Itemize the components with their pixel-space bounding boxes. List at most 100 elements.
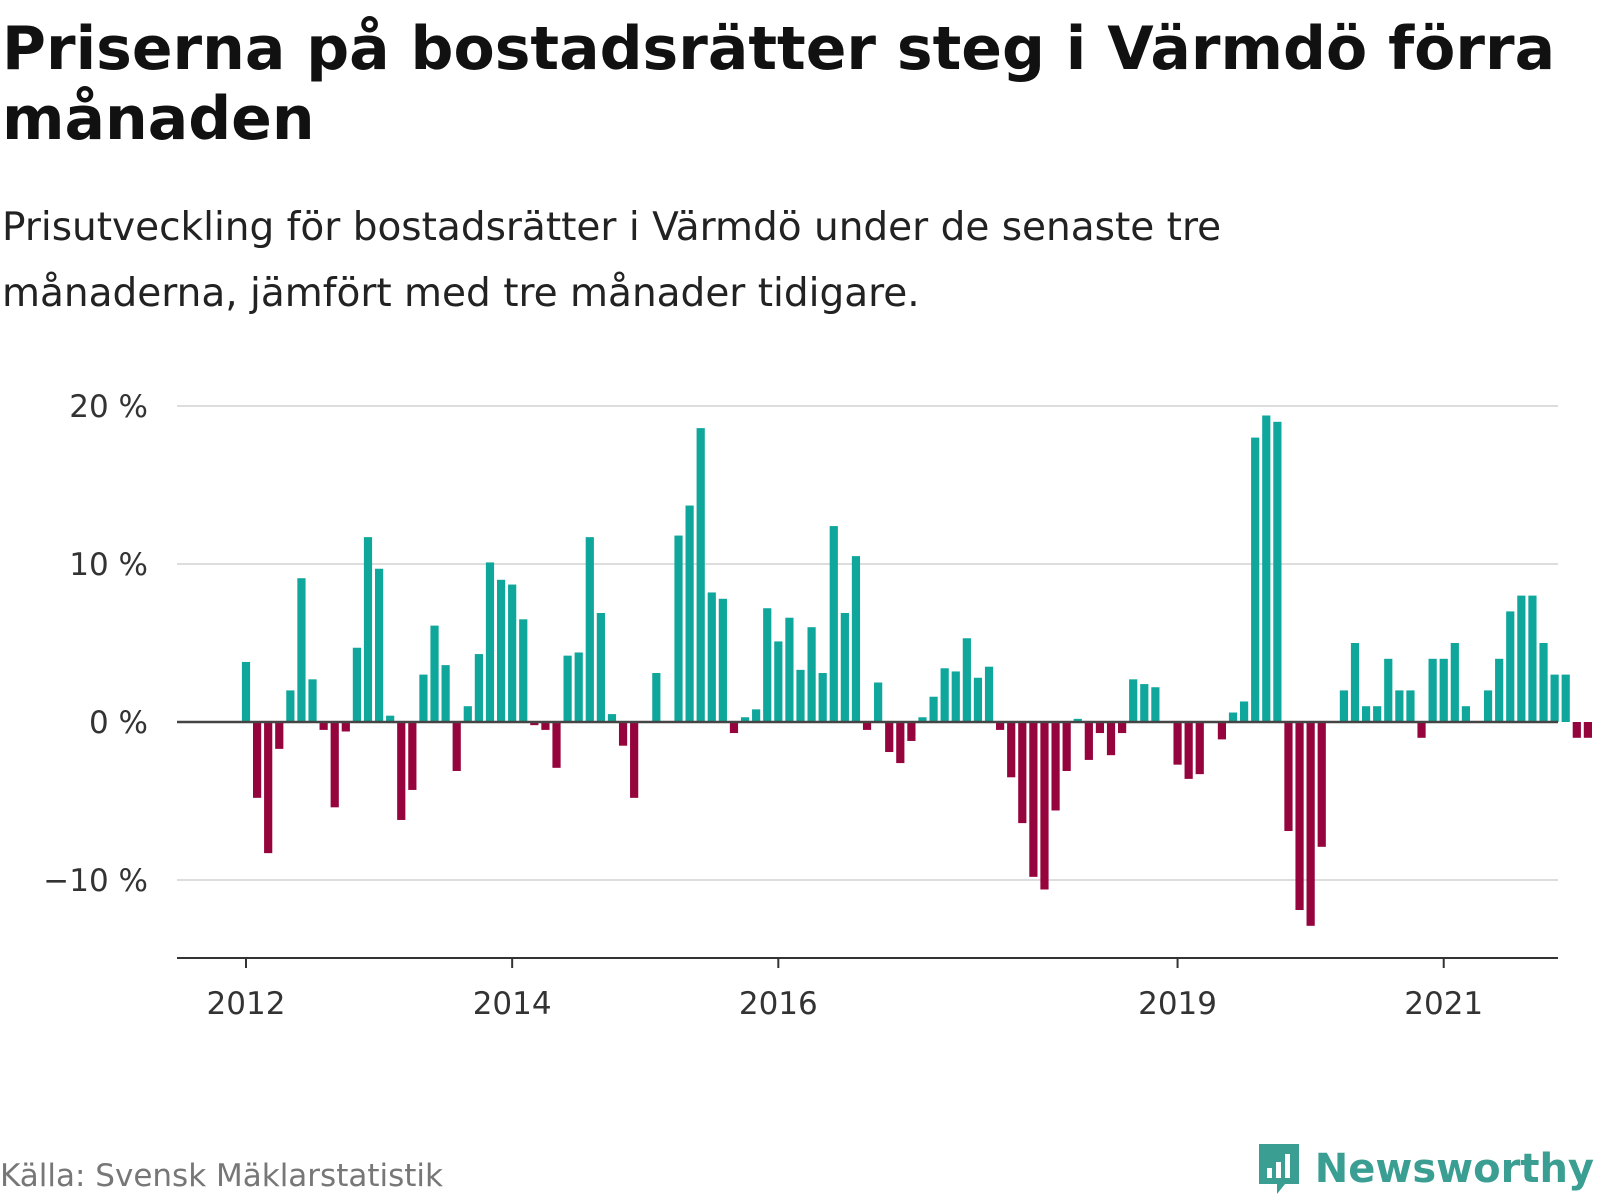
bar <box>729 722 739 734</box>
bar <box>1284 722 1293 832</box>
bar <box>1007 722 1016 778</box>
bar <box>430 625 439 722</box>
bar <box>1495 658 1504 722</box>
bar <box>1461 706 1470 722</box>
bar <box>807 627 816 722</box>
bar <box>1251 437 1260 722</box>
bar <box>241 661 251 722</box>
bar <box>508 584 517 722</box>
bar <box>818 673 827 722</box>
x-tick-label: 2012 <box>207 986 286 1022</box>
bar <box>1129 679 1138 722</box>
bars <box>241 415 1592 926</box>
bar <box>929 696 938 722</box>
bar <box>685 505 694 722</box>
bar <box>874 682 883 722</box>
bar <box>630 722 639 798</box>
bar <box>1240 701 1249 722</box>
source-note: Källa: Svensk Mäklarstatistik <box>0 1158 443 1194</box>
bar <box>1062 722 1071 771</box>
bar <box>1306 722 1315 926</box>
bar <box>563 655 572 722</box>
bar <box>1539 643 1548 722</box>
bar <box>851 556 861 722</box>
bar <box>1439 658 1448 722</box>
bar <box>607 714 617 722</box>
bar <box>1184 722 1193 779</box>
bar <box>774 641 783 722</box>
bar <box>1040 722 1049 890</box>
bar <box>474 654 483 722</box>
y-tick-label: −10 % <box>43 863 148 899</box>
bar <box>1550 674 1559 722</box>
bar <box>1572 722 1581 738</box>
bar <box>1483 690 1493 722</box>
bar <box>796 669 805 722</box>
x-axis-ticks: 201220142016201920212023 <box>207 958 1483 1022</box>
bar <box>596 612 605 722</box>
bar <box>1361 706 1371 722</box>
newsworthy-logo-icon <box>1258 1144 1299 1194</box>
bar <box>1373 706 1382 722</box>
bar <box>1151 687 1160 722</box>
bar <box>452 722 461 771</box>
bar <box>585 537 594 722</box>
bar <box>962 638 971 722</box>
bar <box>408 722 417 790</box>
bar <box>552 722 561 768</box>
bar <box>907 722 916 741</box>
bar <box>1506 611 1515 722</box>
chart-title: Priserna på bostadsrätter steg i Värmdö … <box>2 14 1556 154</box>
bar <box>1295 722 1304 911</box>
bar <box>1073 718 1082 722</box>
bar <box>829 526 838 722</box>
bar <box>1517 595 1526 722</box>
bar <box>752 709 761 722</box>
bar <box>1228 712 1238 722</box>
x-tick-label: 2016 <box>739 986 818 1022</box>
bar <box>386 715 395 722</box>
bar <box>618 722 628 746</box>
bar <box>363 537 373 722</box>
bar <box>1339 690 1349 722</box>
bar <box>275 722 284 749</box>
bar <box>374 568 384 722</box>
bar <box>1118 722 1127 734</box>
bar <box>286 690 295 722</box>
bar <box>1528 595 1537 722</box>
bar <box>785 617 794 722</box>
brand-name: Newsworthy <box>1314 1146 1594 1192</box>
bar <box>707 592 716 722</box>
bar <box>940 668 949 722</box>
bar <box>1051 722 1060 811</box>
bar <box>463 706 472 722</box>
bar <box>541 722 550 730</box>
bar <box>740 717 750 722</box>
bar <box>1140 684 1149 722</box>
bar <box>1173 722 1182 765</box>
y-axis-labels: 20 % 10 % 0 % −10 % <box>43 389 148 899</box>
bar <box>574 652 583 722</box>
bar <box>352 647 361 722</box>
bar <box>763 608 772 722</box>
bar <box>519 619 528 722</box>
bar <box>996 722 1005 730</box>
y-tick-label: 20 % <box>69 389 148 425</box>
chart-subtitle: Prisutveckling för bostadsrätter i Värmd… <box>2 205 1222 316</box>
bar <box>1018 722 1027 824</box>
bar <box>341 722 350 732</box>
bar <box>1583 722 1592 738</box>
brand-logo: Newsworthy <box>1255 1140 1594 1198</box>
x-tick-label: 2014 <box>473 986 552 1022</box>
bar <box>1395 690 1404 722</box>
x-tick-label: 2019 <box>1138 986 1217 1022</box>
bar <box>1417 722 1426 738</box>
bar <box>896 722 905 764</box>
bar <box>1450 643 1459 722</box>
bar <box>951 671 960 722</box>
bar <box>1384 658 1393 722</box>
bar-chart: 20 %10 %0 %−10 % 20122014201620192021202… <box>43 389 1592 1022</box>
bar <box>1195 722 1204 775</box>
bar <box>862 722 872 730</box>
bar <box>1106 722 1116 756</box>
